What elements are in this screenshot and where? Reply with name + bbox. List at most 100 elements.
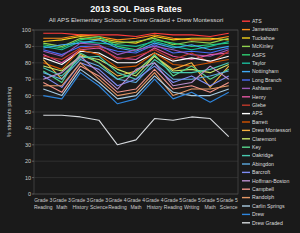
grid-line <box>34 177 238 178</box>
legend-swatch <box>242 155 250 156</box>
legend-label: Long Branch <box>252 77 282 83</box>
grid-line <box>34 161 238 162</box>
y-tick-label: 60 <box>25 93 31 99</box>
y-tick <box>32 128 34 129</box>
legend-label: Drew Montessori <box>252 127 291 133</box>
legend-label: Ashlawn <box>252 85 272 91</box>
x-tick-label-line: Math <box>130 204 141 210</box>
y-tick <box>32 62 34 63</box>
x-tick-label-line: Grade 3 <box>71 197 89 203</box>
series-line <box>43 48 228 63</box>
x-tick-label-line: Grade 3 <box>34 197 52 203</box>
x-tick-label-line: Science <box>220 204 238 210</box>
legend-swatch <box>242 172 250 173</box>
title: 2013 SOL Pass Rates <box>90 4 181 14</box>
x-tick-label-line: Grade 5 <box>164 197 182 203</box>
legend-label: Carlin Springs <box>252 203 285 209</box>
y-tick-label: 10 <box>25 175 31 181</box>
y-tick-label: 20 <box>25 158 31 164</box>
legend-label: Oakridge <box>252 152 273 158</box>
x-tick-label: Grade 5Reading <box>164 197 183 210</box>
legend-swatch <box>242 88 250 89</box>
x-tick-label: Grade 3History <box>71 197 89 210</box>
legend-label: Henry <box>252 94 266 100</box>
legend-swatch <box>242 71 250 72</box>
subtitle: All APS Elementary Schools + Drew Graded… <box>49 16 224 23</box>
grid-line <box>34 112 238 113</box>
series-line <box>43 41 228 49</box>
series-line <box>43 51 228 64</box>
x-tick-label-line: Grade 4 <box>108 197 126 203</box>
y-tick <box>32 79 34 80</box>
x-tick-label-line: Grade 3 <box>90 197 108 203</box>
legend-swatch <box>242 214 250 215</box>
x-tick-label: Grade 3Reading <box>34 197 53 210</box>
legend-label: ASFS <box>252 52 266 58</box>
y-tick <box>32 46 34 47</box>
legend-label: Nottingham <box>252 68 279 74</box>
x-tick-label-line: Grade 3 <box>53 197 71 203</box>
x-tick-label-line: Grade 4 <box>146 197 164 203</box>
legend-label: Drew <box>252 211 264 217</box>
plot-frame <box>34 30 238 194</box>
chart: 2013 SOL Pass Rates All APS Elementary Sc… <box>0 0 300 233</box>
series-line <box>43 35 228 40</box>
series-line <box>43 115 228 145</box>
y-tick <box>32 112 34 113</box>
legend-label: Key <box>252 144 261 150</box>
y-tick <box>32 177 34 178</box>
x-tick-label-line: History <box>147 204 163 210</box>
legend-swatch <box>242 188 250 189</box>
series-line <box>43 53 228 83</box>
y-axis-label: % students passing <box>6 87 12 137</box>
x-tick-label: Grade 3Math <box>53 197 71 210</box>
legend-label: McKinley <box>252 43 273 49</box>
plot-area <box>43 33 228 145</box>
x-tick-label-line: Reading <box>108 204 127 210</box>
x-tick-label-line: Grade 5 <box>201 197 219 203</box>
x-tick-label-line: Grade 4 <box>127 197 145 203</box>
legend-label: Randolph <box>252 194 274 200</box>
grid-line <box>34 144 238 145</box>
y-tick <box>32 95 34 96</box>
legend-swatch <box>242 130 250 131</box>
y-tick-label: 30 <box>25 142 31 148</box>
y-tick-label: 0 <box>28 191 31 197</box>
x-tick-label: Grade 4History <box>146 197 164 210</box>
legend-swatch <box>242 46 250 47</box>
series-line <box>43 56 228 89</box>
y-tick-label: 90 <box>25 43 31 49</box>
x-tick-label-line: Writing <box>184 204 200 210</box>
x-tick-label-line: Grade 5 <box>183 197 201 203</box>
x-tick-label-line: Math <box>205 204 216 210</box>
legend-swatch <box>242 180 250 181</box>
series-line <box>43 69 228 99</box>
legend-label: Taylor <box>252 60 266 66</box>
x-tick-label: Grade 4Reading <box>108 197 127 210</box>
grid-line <box>34 128 238 129</box>
legend-label: ATS <box>252 18 262 24</box>
y-tick-label: 50 <box>25 109 31 115</box>
y-tick <box>32 161 34 162</box>
y-tick-label: 70 <box>25 76 31 82</box>
legend-swatch <box>242 197 250 198</box>
y-tick-label: 100 <box>22 27 31 33</box>
x-tick-label: Grade 5Writing <box>183 197 201 210</box>
y-tick <box>32 30 34 31</box>
y-tick-label: 40 <box>25 125 31 131</box>
legend-swatch <box>242 205 250 206</box>
legend-label: Claremont <box>252 136 276 142</box>
series-line <box>43 73 228 104</box>
legend-swatch <box>242 222 250 223</box>
y-tick-label: 80 <box>25 60 31 66</box>
series-line <box>43 46 228 62</box>
x-tick-label-line: History <box>73 204 89 210</box>
y-tick <box>32 194 34 195</box>
legend-label: Barcroft <box>252 169 271 175</box>
legend-swatch <box>242 113 250 114</box>
x-tick-label-line: Reading <box>164 204 183 210</box>
grid-line <box>34 194 238 195</box>
legend-label: Barrett <box>252 119 268 125</box>
legend-swatch <box>242 146 250 147</box>
x-tick-label-line: Science <box>90 204 108 210</box>
